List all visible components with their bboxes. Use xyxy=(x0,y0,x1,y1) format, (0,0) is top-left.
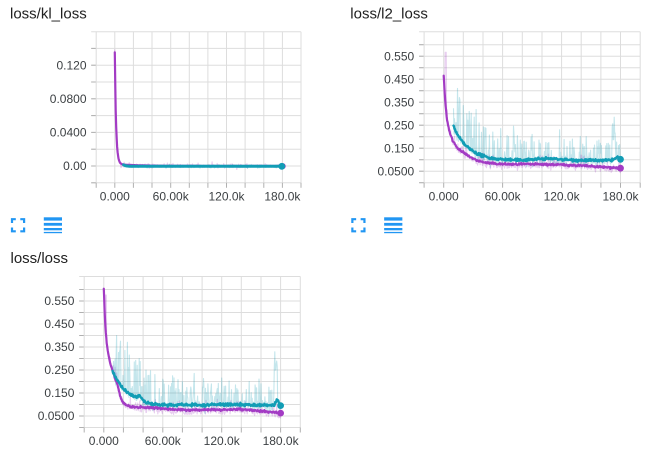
svg-text:0.350: 0.350 xyxy=(44,340,74,354)
svg-text:60.00k: 60.00k xyxy=(153,189,190,203)
svg-text:120.0k: 120.0k xyxy=(204,434,241,448)
svg-text:0.00: 0.00 xyxy=(63,159,87,173)
svg-text:60.00k: 60.00k xyxy=(145,434,182,448)
svg-text:0.250: 0.250 xyxy=(384,118,414,132)
svg-text:0.0500: 0.0500 xyxy=(38,409,75,423)
svg-text:0.450: 0.450 xyxy=(44,317,74,331)
svg-text:120.0k: 120.0k xyxy=(544,189,581,203)
svg-text:0.450: 0.450 xyxy=(384,72,414,86)
svg-text:0.550: 0.550 xyxy=(44,294,74,308)
svg-text:0.000: 0.000 xyxy=(429,189,459,203)
svg-text:0.0800: 0.0800 xyxy=(50,92,87,106)
svg-text:0.000: 0.000 xyxy=(100,189,130,203)
svg-text:loss/kl_loss: loss/kl_loss xyxy=(10,6,87,23)
svg-text:180.0k: 180.0k xyxy=(602,189,639,203)
svg-text:loss/loss: loss/loss xyxy=(11,250,69,267)
svg-text:0.000: 0.000 xyxy=(89,434,119,448)
svg-text:0.250: 0.250 xyxy=(44,363,74,377)
svg-text:0.0500: 0.0500 xyxy=(377,164,414,178)
svg-text:0.550: 0.550 xyxy=(384,49,414,63)
svg-text:0.0400: 0.0400 xyxy=(50,126,87,140)
svg-text:180.0k: 180.0k xyxy=(263,434,300,448)
svg-text:0.150: 0.150 xyxy=(384,141,414,155)
svg-text:0.350: 0.350 xyxy=(384,95,414,109)
svg-text:0.120: 0.120 xyxy=(56,58,86,72)
svg-text:180.0k: 180.0k xyxy=(264,189,301,203)
svg-text:loss/l2_loss: loss/l2_loss xyxy=(350,6,428,23)
svg-text:120.0k: 120.0k xyxy=(208,189,245,203)
svg-text:0.150: 0.150 xyxy=(44,386,74,400)
svg-text:60.00k: 60.00k xyxy=(485,189,522,203)
